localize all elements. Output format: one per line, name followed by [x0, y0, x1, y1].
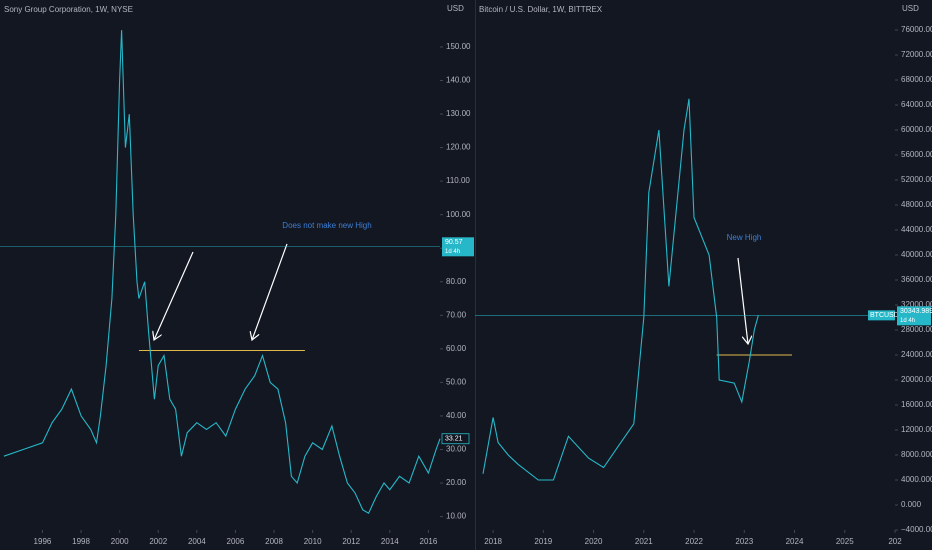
- y-tick-label: 130.00: [446, 109, 471, 118]
- y-tick-label: 8000.000: [901, 450, 932, 459]
- y-tick-label: 36000.000: [901, 275, 932, 284]
- price-line: [3, 30, 441, 514]
- arrow: [252, 243, 288, 340]
- charts: Sony Group Corporation, 1W, NYSE USD 10.00…: [0, 4, 932, 546]
- y-tick-label: 60000.000: [901, 125, 932, 134]
- y-tick-label: 0.000: [901, 500, 922, 509]
- y-tick-label: 100.00: [446, 210, 471, 219]
- x-tick-label: 1998: [72, 537, 90, 546]
- y-tick-label: 56000.000: [901, 150, 932, 159]
- y-tick-label: 20.00: [446, 478, 467, 487]
- y-tick-label: 150.00: [446, 42, 471, 51]
- y-tick-label: 52000.000: [901, 175, 932, 184]
- y-tick-label: 10.00: [446, 512, 467, 521]
- chart-title: Bitcoin / U.S. Dollar, 1W, BITTREX: [479, 5, 603, 14]
- last-price: 33.21: [445, 436, 463, 443]
- y-tick-label: 120.00: [446, 143, 471, 152]
- x-tick-label: 2020: [585, 537, 603, 546]
- annotation: New High: [727, 233, 762, 242]
- x-tick-label: 2006: [227, 537, 245, 546]
- y-tick-label: 24000.000: [901, 350, 932, 359]
- x-tick-label: 2022: [685, 537, 703, 546]
- y-tick-label: 72000.000: [901, 50, 932, 59]
- y-tick-label: 50.00: [446, 378, 467, 387]
- y-tick-label: 4000.000: [901, 475, 932, 484]
- y-tick-label: 80.00: [446, 277, 467, 286]
- symbol-tag-box: [868, 310, 895, 321]
- x-tick-label: 2018: [484, 537, 502, 546]
- x-tick-label: 2016: [420, 537, 438, 546]
- price-label-box: [897, 306, 931, 326]
- x-tick-label: 2019: [534, 537, 552, 546]
- price-label-box: [442, 237, 474, 257]
- arrow: [154, 251, 194, 340]
- y-tick-label: −4000.000: [901, 525, 932, 534]
- y-tick-label: 20000.000: [901, 375, 932, 384]
- axis-unit: USD: [902, 4, 919, 13]
- y-tick-label: 40.00: [446, 411, 467, 420]
- arrow: [737, 257, 748, 344]
- x-tick-label: 2000: [111, 537, 129, 546]
- y-tick-label: 40000.000: [901, 250, 932, 259]
- price-line: [482, 98, 759, 481]
- y-tick-label: 12000.000: [901, 425, 932, 434]
- y-tick-label: 76000.000: [901, 25, 932, 34]
- x-tick-label: 1996: [34, 537, 52, 546]
- x-tick-label: 2012: [342, 537, 360, 546]
- y-tick-label: 60.00: [446, 344, 467, 353]
- symbol-tag: BTCUSD: [870, 312, 899, 319]
- y-tick-label: 110.00: [446, 176, 470, 185]
- price-label: 30343.989: [900, 308, 932, 315]
- y-tick-label: 30.00: [446, 445, 467, 454]
- x-tick-label: 2002: [149, 537, 167, 546]
- y-tick-label: 70.00: [446, 310, 467, 319]
- annotation: Does not make new High: [282, 221, 371, 230]
- axis-unit: USD: [447, 4, 464, 13]
- y-tick-label: 64000.000: [901, 100, 932, 109]
- x-tick-label: 2021: [635, 537, 653, 546]
- x-tick-label: 2014: [381, 537, 399, 546]
- y-tick-label: 28000.000: [901, 325, 932, 334]
- x-tick-label: 2024: [786, 537, 804, 546]
- price-label-sub: 1d 4h: [445, 249, 460, 255]
- y-tick-label: 48000.000: [901, 200, 932, 209]
- y-tick-label: 68000.000: [901, 75, 932, 84]
- price-label: 90.57: [445, 239, 463, 246]
- y-tick-label: 16000.000: [901, 400, 932, 409]
- x-tick-label: 2004: [188, 537, 206, 546]
- price-label-sub: 1d 4h: [900, 318, 915, 324]
- x-tick-label: 202: [888, 537, 902, 546]
- y-tick-label: 44000.000: [901, 225, 932, 234]
- chart-title: Sony Group Corporation, 1W, NYSE: [4, 5, 133, 14]
- x-tick-label: 2025: [836, 537, 854, 546]
- y-tick-label: 32000.000: [901, 300, 932, 309]
- x-tick-label: 2008: [265, 537, 283, 546]
- last-price-box: [441, 433, 470, 445]
- x-tick-label: 2010: [304, 537, 322, 546]
- x-tick-label: 2023: [735, 537, 753, 546]
- y-tick-label: 140.00: [446, 76, 471, 85]
